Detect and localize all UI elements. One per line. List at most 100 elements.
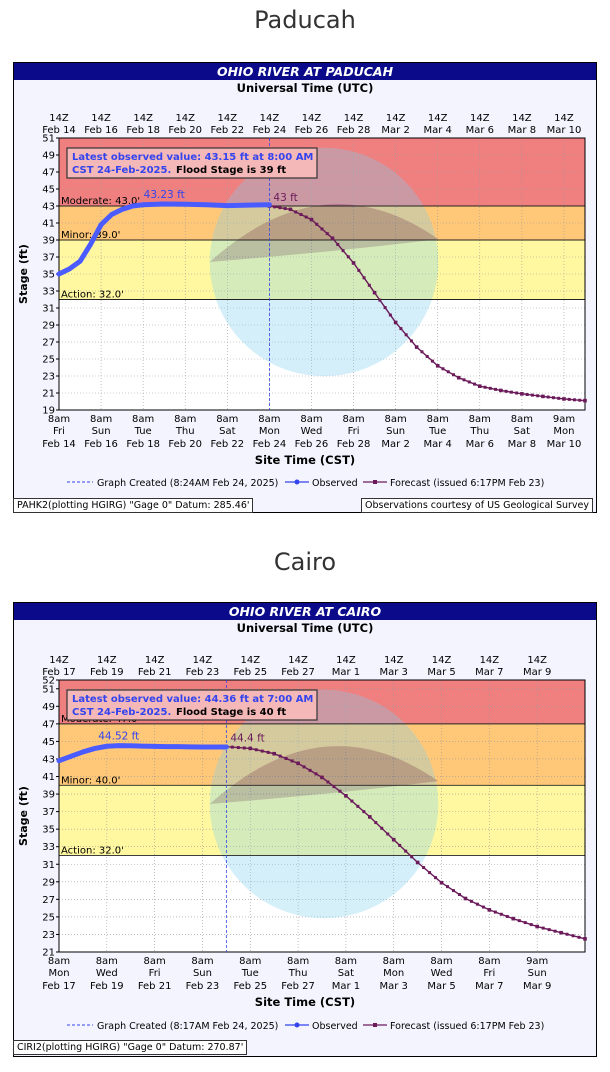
bottom-tick-label: 8am xyxy=(191,956,213,967)
forecast-point xyxy=(350,799,354,803)
y-tick-label: 47 xyxy=(42,168,55,179)
forecast-point xyxy=(452,373,455,377)
y-tick-label: 45 xyxy=(42,737,55,748)
forecast-point xyxy=(388,313,392,317)
bottom-axis-title: Site Time (CST) xyxy=(255,453,355,467)
forecast-point xyxy=(415,860,420,865)
forecast-point xyxy=(452,889,455,893)
flood-category-band xyxy=(59,723,585,786)
forecast-point xyxy=(374,821,378,825)
forecast-point xyxy=(530,393,534,397)
forecast-point xyxy=(288,207,293,212)
threshold-label: Action: 32.0' xyxy=(61,845,124,856)
top-tick-label: Mar 4 xyxy=(424,125,452,136)
top-tick-label: 14Z xyxy=(145,655,165,666)
forecast-point xyxy=(314,772,318,776)
top-tick-label: 14Z xyxy=(336,655,356,666)
forecast-point xyxy=(428,871,432,875)
bottom-tick-label: Mon xyxy=(259,426,280,437)
legend-observed-label: Observed xyxy=(312,478,358,489)
y-tick-label: 33 xyxy=(42,842,55,853)
forecast-point xyxy=(541,394,545,399)
bottom-tick-label: Thu xyxy=(469,426,489,437)
forecast-point xyxy=(525,392,529,396)
bottom-tick-label: Fri xyxy=(149,968,161,979)
forecast-point xyxy=(430,359,434,363)
forecast-point xyxy=(399,327,403,331)
forecast-point xyxy=(362,810,366,814)
top-tick-label: Mar 10 xyxy=(547,125,582,136)
top-tick-label: 14Z xyxy=(344,113,364,124)
top-tick-label: Feb 19 xyxy=(90,667,124,678)
forecast-point xyxy=(583,937,587,941)
forecast-point xyxy=(330,236,335,241)
forecast-point xyxy=(536,394,540,398)
bottom-tick-label: Thu xyxy=(288,968,308,979)
forecast-point xyxy=(425,354,429,358)
top-tick-label: 14Z xyxy=(302,113,322,124)
forecast-point xyxy=(565,932,569,936)
bottom-tick-label: 8am xyxy=(174,414,196,425)
forecast-point xyxy=(344,794,348,798)
hydrograph-cairo-svg: OHIO RIVER AT CAIRO Universal Time (UTC) M… xyxy=(13,602,597,1057)
bottom-tick-label: 8am xyxy=(383,956,405,967)
bottom-tick-label: Fri xyxy=(53,426,65,437)
bottom-tick-label: Feb 24 xyxy=(253,439,287,450)
forecast-point xyxy=(578,398,582,402)
forecast-point xyxy=(266,750,270,754)
top-tick-label: 14Z xyxy=(133,113,153,124)
forecast-point xyxy=(520,392,524,396)
bottom-tick-label: 9am xyxy=(526,956,548,967)
flood-stage-text: Flood Stage is 40 ft xyxy=(176,707,286,718)
y-tick-label: 29 xyxy=(42,321,55,332)
threshold-label: Action: 32.0' xyxy=(61,290,124,301)
forecast-point xyxy=(356,804,360,808)
bottom-tick-label: 8am xyxy=(385,414,407,425)
legend-observed-marker xyxy=(294,479,300,485)
top-tick-label: Feb 28 xyxy=(337,125,371,136)
forecast-point xyxy=(511,916,516,921)
forecast-point xyxy=(517,919,521,923)
forecast-point xyxy=(260,749,264,753)
bottom-tick-label: Thu xyxy=(175,426,195,437)
forecast-start-label: 44.4 ft xyxy=(230,733,264,745)
forecast-point xyxy=(499,388,503,393)
forecast-point xyxy=(380,826,384,830)
bottom-tick-label: Feb 17 xyxy=(42,981,76,992)
bottom-tick-label: Tue xyxy=(134,426,152,437)
y-tick-label: 41 xyxy=(42,219,55,230)
observation-credit: Observations courtesy of US Geological S… xyxy=(360,498,593,513)
bottom-tick-label: Feb 16 xyxy=(84,439,118,450)
observed-peak-label: 44.52 ft xyxy=(98,731,139,743)
forecast-point xyxy=(346,255,350,259)
chart-title: OHIO RIVER AT PADUCAH xyxy=(217,64,394,79)
forecast-point xyxy=(435,364,440,368)
forecast-point xyxy=(326,780,330,784)
top-tick-label: 14Z xyxy=(386,113,406,124)
top-tick-label: 14Z xyxy=(512,113,532,124)
title-bar xyxy=(14,63,596,80)
hydrograph-paducah: OHIO RIVER AT PADUCAH Universal Time (UTC… xyxy=(13,62,597,518)
forecast-point xyxy=(441,367,445,371)
top-tick-label: 14Z xyxy=(288,655,308,666)
forecast-point xyxy=(357,268,361,272)
forecast-point xyxy=(463,896,468,901)
forecast-point xyxy=(325,232,329,236)
forecast-point xyxy=(341,249,345,253)
top-tick-label: 14Z xyxy=(240,655,260,666)
forecast-point xyxy=(487,908,492,912)
top-tick-label: Feb 24 xyxy=(253,125,287,136)
forecast-point xyxy=(546,395,550,399)
y-tick-label: 21 xyxy=(42,948,55,959)
y-axis-title: Stage (ft) xyxy=(17,786,30,846)
y-tick-label: 39 xyxy=(42,790,55,801)
top-tick-label: Feb 21 xyxy=(138,667,172,678)
forecast-point xyxy=(475,902,479,906)
y-tick-label: 21 xyxy=(42,389,55,400)
bottom-tick-label: Mar 5 xyxy=(427,981,455,992)
y-tick-label: 31 xyxy=(42,860,55,871)
forecast-point xyxy=(296,761,300,766)
forecast-point xyxy=(338,789,342,793)
forecast-point xyxy=(557,396,561,400)
forecast-point xyxy=(278,754,282,758)
